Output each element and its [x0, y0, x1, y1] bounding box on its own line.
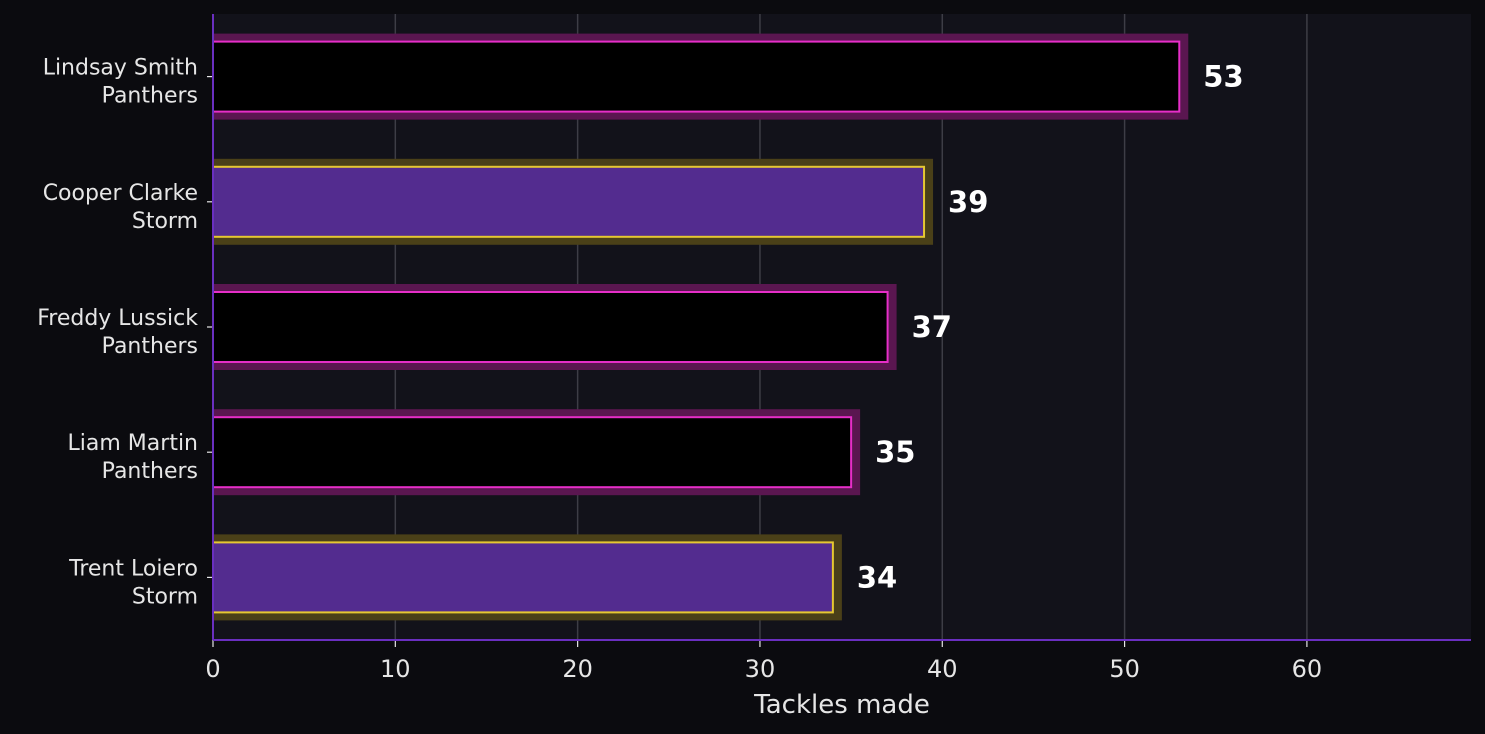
category-player-label: Cooper Clarke: [43, 181, 198, 206]
category-player-label: Trent Loiero: [68, 556, 198, 581]
category-player-label: Lindsay Smith: [43, 56, 198, 81]
category-player-label: Freddy Lussick: [37, 306, 198, 331]
category-team-label: Storm: [132, 584, 198, 609]
labels: 0 10 20 30 40 50 60 53 Lindsay Smith Panthers 39 Co…: [37, 56, 1322, 683]
category-team-label: Panthers: [102, 84, 198, 109]
x-tick-label: 40: [927, 655, 958, 683]
bar: [212, 165, 926, 238]
x-tick-label: 20: [562, 655, 593, 683]
bar: [212, 40, 1181, 113]
bar-group: [212, 158, 934, 245]
axes: [207, 14, 1471, 647]
category-team-label: Panthers: [102, 459, 198, 484]
bar: [212, 291, 889, 363]
category-team-label: Panthers: [102, 334, 198, 359]
bar-value-label: 39: [948, 185, 988, 219]
x-tick-label: 60: [1292, 655, 1323, 683]
x-axis-title: Tackles made: [753, 690, 930, 720]
bar-value-label: 37: [912, 310, 952, 344]
x-tick-label: 0: [205, 655, 220, 683]
bar-group: [212, 284, 897, 370]
bar-group: [212, 409, 861, 496]
x-tick-label: 30: [745, 655, 776, 683]
bar: [212, 541, 834, 614]
bar-group: [212, 534, 842, 621]
bar-value-label: 53: [1203, 60, 1243, 94]
bar-value-label: 35: [875, 435, 915, 469]
x-tick-label: 10: [380, 655, 411, 683]
bar-value-label: 34: [857, 560, 897, 594]
bars: [212, 33, 1189, 621]
bar: [212, 416, 853, 489]
category-team-label: Storm: [132, 209, 198, 234]
bar-group: [212, 33, 1189, 120]
x-tick-label: 50: [1109, 655, 1140, 683]
category-player-label: Liam Martin: [68, 431, 198, 456]
